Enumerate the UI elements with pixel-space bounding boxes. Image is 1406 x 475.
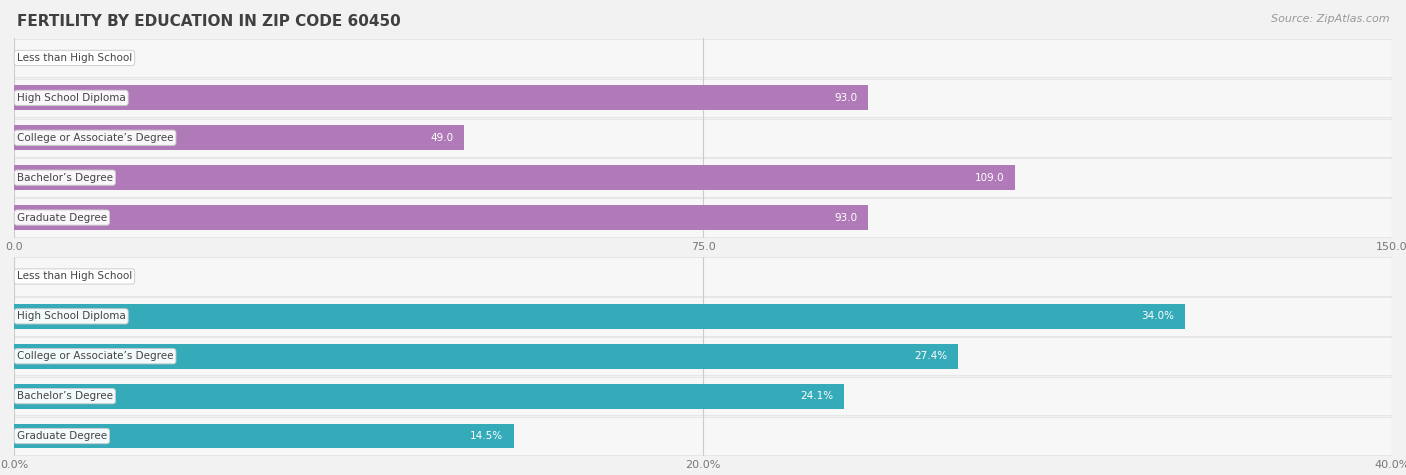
Text: Bachelor’s Degree: Bachelor’s Degree — [17, 172, 112, 183]
Text: 14.5%: 14.5% — [470, 431, 502, 441]
FancyBboxPatch shape — [14, 377, 1392, 415]
Text: Less than High School: Less than High School — [17, 271, 132, 282]
Text: FERTILITY BY EDUCATION IN ZIP CODE 60450: FERTILITY BY EDUCATION IN ZIP CODE 60450 — [17, 14, 401, 29]
Text: High School Diploma: High School Diploma — [17, 311, 125, 322]
FancyBboxPatch shape — [14, 297, 1392, 335]
Bar — [14, 384, 844, 408]
FancyBboxPatch shape — [14, 39, 1392, 77]
FancyBboxPatch shape — [14, 119, 1392, 157]
Bar — [14, 424, 513, 448]
Text: 93.0: 93.0 — [834, 212, 858, 223]
Bar — [14, 205, 869, 230]
Text: 34.0%: 34.0% — [1142, 311, 1174, 322]
FancyBboxPatch shape — [14, 257, 1392, 295]
Text: Bachelor’s Degree: Bachelor’s Degree — [17, 391, 112, 401]
Text: Less than High School: Less than High School — [17, 53, 132, 63]
Text: 109.0: 109.0 — [974, 172, 1004, 183]
Bar — [14, 125, 464, 150]
Text: 93.0: 93.0 — [834, 93, 858, 103]
Text: 0.0: 0.0 — [25, 53, 41, 63]
Text: College or Associate’s Degree: College or Associate’s Degree — [17, 351, 173, 361]
Text: 27.4%: 27.4% — [914, 351, 946, 361]
Text: 49.0: 49.0 — [430, 133, 453, 143]
FancyBboxPatch shape — [14, 337, 1392, 375]
Bar — [14, 86, 869, 110]
FancyBboxPatch shape — [14, 79, 1392, 117]
Bar — [14, 344, 957, 369]
Bar — [14, 304, 1185, 329]
Text: Graduate Degree: Graduate Degree — [17, 431, 107, 441]
Bar — [14, 165, 1015, 190]
FancyBboxPatch shape — [14, 199, 1392, 237]
Text: Graduate Degree: Graduate Degree — [17, 212, 107, 223]
Text: 24.1%: 24.1% — [800, 391, 834, 401]
FancyBboxPatch shape — [14, 417, 1392, 455]
Text: 0.0%: 0.0% — [25, 271, 52, 282]
Text: High School Diploma: High School Diploma — [17, 93, 125, 103]
Text: College or Associate’s Degree: College or Associate’s Degree — [17, 133, 173, 143]
Text: Source: ZipAtlas.com: Source: ZipAtlas.com — [1271, 14, 1389, 24]
FancyBboxPatch shape — [14, 159, 1392, 197]
